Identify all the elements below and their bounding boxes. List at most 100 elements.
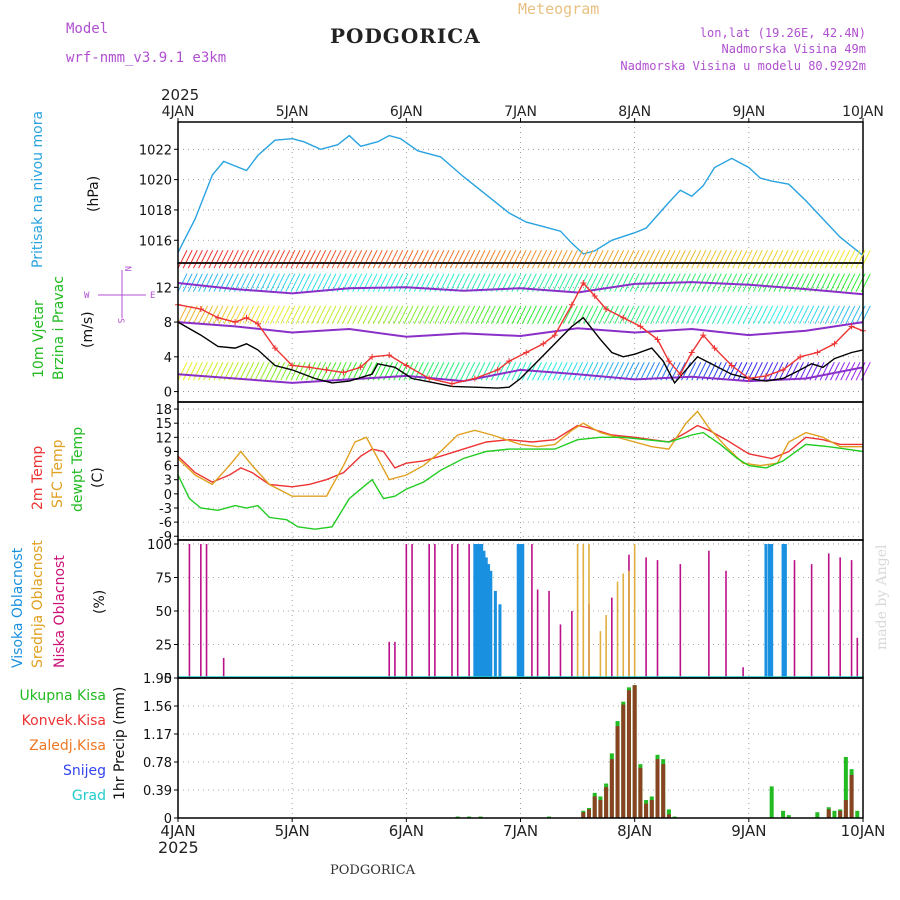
wind-barb — [557, 249, 568, 269]
wind-barb — [763, 305, 774, 325]
bar-total — [832, 810, 837, 818]
gust-marker — [637, 323, 644, 330]
wind-barb — [645, 305, 655, 325]
wind-barb — [557, 305, 568, 325]
wind-barb — [357, 362, 368, 381]
wind-barb — [737, 249, 748, 269]
gust-marker — [357, 364, 364, 371]
temp-side-label-2: SFC Temp — [50, 439, 66, 508]
wind-barb — [408, 273, 419, 292]
wind-barb — [840, 305, 851, 325]
wind-barb — [270, 362, 280, 381]
wind-barb — [711, 362, 722, 381]
wind-barb — [619, 305, 630, 325]
wind-barb — [347, 362, 357, 381]
y-tick-label: 12 — [155, 431, 172, 446]
gust-marker — [523, 349, 530, 356]
wind-barb — [824, 249, 835, 269]
wind-barb — [270, 249, 280, 269]
wind-barb — [706, 249, 717, 269]
wind-barb — [367, 249, 378, 269]
bottom-tick-label: 10JAN — [841, 822, 886, 840]
wind-barb — [799, 362, 810, 381]
gust-marker — [797, 353, 804, 360]
wind-barb — [470, 273, 481, 292]
wind-barb — [521, 249, 532, 269]
wind-barb — [737, 305, 748, 325]
wind-barb — [516, 305, 527, 325]
bar-srednja-oblacnost — [582, 544, 585, 678]
wind-barb — [352, 249, 363, 269]
bar-conv — [638, 767, 643, 818]
wind-barb — [732, 305, 743, 325]
gust-marker — [665, 358, 672, 365]
wind-barb — [532, 249, 542, 269]
bar-visoka-oblacnost — [482, 550, 486, 678]
bar-niska-oblacnost — [839, 557, 841, 678]
wind-barb — [850, 273, 861, 292]
year-label-bottom: 2025 — [158, 838, 199, 857]
wind-barb — [665, 305, 676, 325]
gust-marker — [591, 293, 598, 300]
wind-barb — [321, 249, 332, 269]
compass-s: S — [115, 318, 125, 323]
y-tick-label: 1.17 — [143, 728, 172, 743]
wind-barb — [850, 362, 861, 381]
wind-barb — [393, 273, 404, 292]
wind-barb — [434, 362, 445, 381]
wind-barb — [778, 249, 789, 269]
gust-marker — [254, 320, 261, 327]
bar-niska-oblacnost — [742, 667, 744, 678]
wind-barb — [403, 305, 414, 325]
wind-barb — [357, 305, 368, 325]
wind-barb — [259, 249, 270, 269]
wind-barb — [824, 305, 835, 325]
wind-barb — [583, 273, 594, 292]
wind-barb — [773, 273, 784, 292]
wind-barb — [830, 249, 840, 269]
cloud-side-label-1: Visoka Oblacnost — [10, 547, 26, 668]
bar-niska-oblacnost — [850, 560, 853, 678]
wind-barb — [701, 305, 712, 325]
y-tick-label: 0.78 — [143, 756, 172, 771]
y-tick-label: 0.39 — [143, 784, 172, 799]
wind-barb — [650, 362, 661, 381]
bar-niska-oblacnost — [827, 553, 830, 678]
wind-barb — [542, 249, 553, 269]
gust-marker — [540, 340, 547, 347]
wind-barb — [470, 305, 481, 325]
gust-marker — [243, 314, 250, 321]
gust-marker — [449, 380, 455, 387]
line-dewpt-temp — [177, 431, 864, 530]
wind-barb — [213, 249, 224, 269]
bar-visoka-oblacnost — [480, 544, 484, 678]
wind-barb — [696, 249, 707, 269]
gust-marker — [306, 364, 313, 371]
bar-niska-oblacnost — [645, 557, 647, 678]
bar-visoka-oblacnost — [477, 544, 481, 678]
y-tick-label: 4 — [164, 351, 172, 366]
wind-barb — [639, 305, 650, 325]
wind-barb — [336, 362, 347, 381]
wind-barb — [742, 305, 753, 325]
wind-barb — [203, 305, 214, 325]
gust-marker — [232, 319, 239, 326]
coords-label: lon,lat (19.26E, 42.4N) — [700, 26, 866, 40]
gust-marker — [814, 349, 821, 356]
bar-srednja-oblacnost — [633, 544, 636, 678]
wind-barb — [213, 305, 224, 325]
wind-barb — [639, 362, 650, 381]
wind-barb — [835, 305, 846, 325]
gust-marker — [688, 349, 695, 356]
wind-barb — [311, 305, 322, 325]
wind-barb — [444, 362, 455, 381]
wind-barb — [228, 249, 239, 269]
bar-conv — [621, 704, 626, 818]
wind-barb — [809, 249, 820, 269]
wind-barb — [598, 305, 609, 325]
wind-barb — [259, 273, 270, 292]
wind-barb — [588, 249, 599, 269]
bar-total — [843, 756, 848, 818]
footer-title: PODGORICA — [330, 863, 416, 878]
